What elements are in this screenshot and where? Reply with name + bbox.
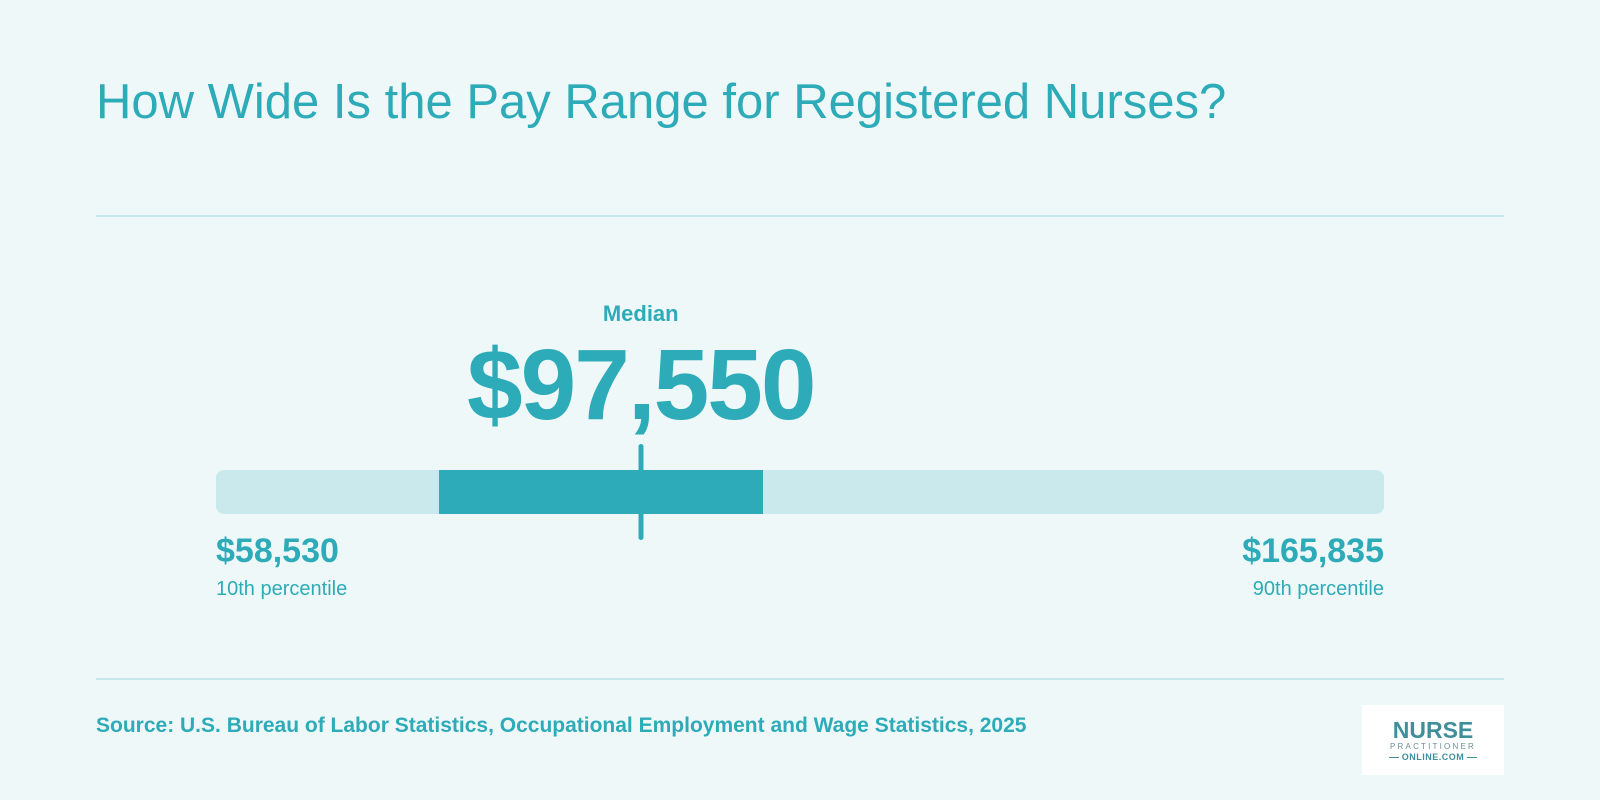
nurse-practitioner-online-logo: NURSE PRACTITIONER ONLINE.COM: [1362, 705, 1504, 775]
median-value: $97,550: [466, 329, 816, 441]
pay-range-track: [216, 470, 1384, 514]
logo-text-online: ONLINE.COM: [1362, 753, 1504, 762]
median-label: Median: [602, 301, 679, 326]
low-label: 10th percentile: [216, 578, 348, 600]
high-value: $165,835: [1242, 532, 1384, 570]
logo-text-practitioner: PRACTITIONER: [1390, 742, 1476, 751]
page-title: How Wide Is the Pay Range for Registered…: [96, 75, 1227, 129]
low-value: $58,530: [216, 532, 339, 570]
median-tick: [638, 444, 644, 540]
logo-text-nurse: NURSE: [1392, 717, 1474, 743]
highlighted-range-bar: [438, 470, 764, 514]
bottom-divider: [96, 678, 1504, 680]
high-label: 90th percentile: [1252, 578, 1384, 600]
source-note: Source: U.S. Bureau of Labor Statistics,…: [96, 714, 1027, 737]
top-divider: [96, 215, 1504, 217]
